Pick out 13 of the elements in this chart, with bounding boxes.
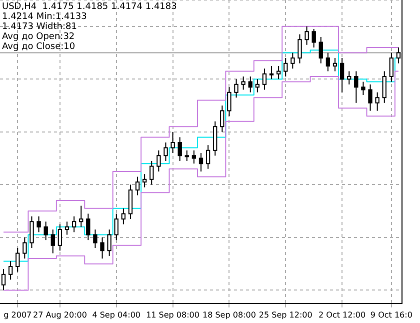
x-tick-label: g 2007 [4, 310, 32, 320]
x-tick-label: 18 Sep 08:00 [202, 310, 256, 320]
text: 1.4214 Min:1.4133 [2, 12, 87, 22]
x-tick-label: 27 Aug 20:00 [32, 310, 87, 320]
x-tick-label: 11 Sep 08:00 [146, 310, 200, 320]
x-tick-label: 4 Sep 04:00 [92, 310, 141, 320]
text: USD,H4 1.4175 1.4185 1.4174 1.4183 [2, 2, 177, 12]
annotation: Avg до Close:10 [2, 42, 76, 52]
annotation: Avg до Open:32 [2, 32, 75, 42]
x-tick-label: 25 Sep 12:00 [258, 310, 312, 320]
x-tick-label: 2 Oct 12:00 [318, 310, 366, 320]
annotation: 1.4173 Width:81 [2, 22, 77, 32]
x-tick-label: 9 Oct 16:0 [370, 310, 412, 320]
